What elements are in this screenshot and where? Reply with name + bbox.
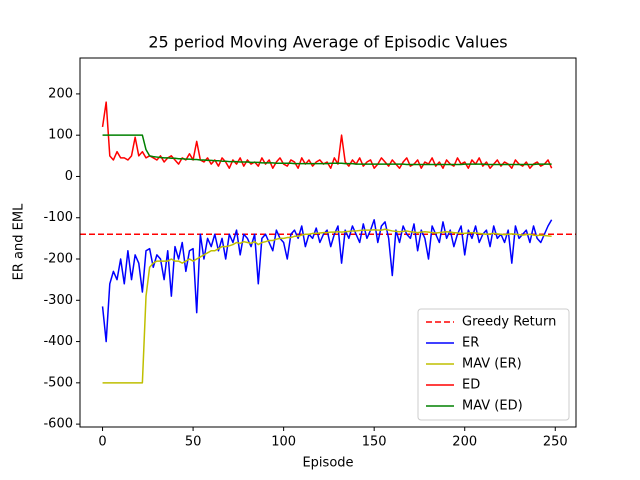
x-axis-label: Episode [302,456,353,471]
legend-label: MAV (ER) [462,357,522,372]
series-line [102,228,552,384]
legend-label: Greedy Return [462,315,556,330]
legend: Greedy Return ER MAV (ER) ED MAV (ED) [417,308,570,421]
legend-label: MAV (ED) [462,399,523,414]
y-tick-label: -300 [43,293,73,308]
y-tick-label: 200 [48,86,73,101]
x-tick-label: 250 [543,435,568,450]
legend-box [417,308,570,421]
y-tick-label: -200 [43,252,73,267]
series-line [101,101,553,169]
legend-label: ED [462,378,480,393]
y-tick-label: 0 [65,169,73,184]
y-tick-label: -400 [43,334,73,349]
x-tick-label: 50 [185,435,202,450]
y-tick-label: 100 [48,128,73,143]
y-axis-label: ER and EML [12,203,27,280]
y-tick-label: -100 [43,210,73,225]
y-tick-label: -500 [43,375,73,390]
legend-label: ER [462,336,479,351]
x-tick-label: 150 [362,435,387,450]
x-tick-label: 0 [98,435,106,450]
x-tick-label: 100 [271,435,296,450]
series-line [102,134,552,166]
series-line [101,219,553,343]
chart-title: 25 period Moving Average of Episodic Val… [148,33,507,52]
x-tick-label: 200 [452,435,477,450]
y-tick-label: -600 [43,417,73,432]
plot-frame [79,57,577,428]
